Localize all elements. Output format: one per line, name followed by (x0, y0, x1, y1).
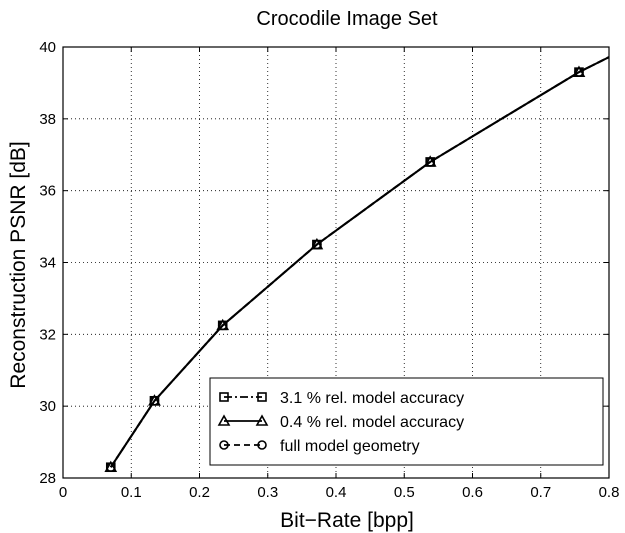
x-tick-label: 0.3 (257, 484, 278, 501)
legend-marker (217, 414, 231, 426)
x-tick-label: 0.6 (462, 484, 483, 501)
legend-item: 0.4 % rel. model accuracy (217, 414, 464, 431)
data-point (574, 67, 584, 77)
x-axis-label: Bit−Rate [bpp] (280, 509, 414, 532)
series-group (104, 56, 610, 473)
x-tick-label: 0.7 (530, 484, 551, 501)
data-point (312, 239, 322, 250)
y-tick-label: 30 (39, 398, 56, 415)
y-tick-label: 40 (39, 39, 56, 56)
legend-label: 3.1 % rel. model accuracy (280, 390, 464, 407)
legend-marker (255, 414, 269, 426)
y-tick-label: 28 (39, 470, 56, 487)
chart-title: Crocodile Image Set (256, 8, 438, 30)
x-tick-label: 0.4 (326, 484, 347, 501)
x-tick-label: 0.5 (394, 484, 415, 501)
y-tick-label: 38 (39, 111, 56, 128)
data-point (105, 462, 116, 473)
legend: 3.1 % rel. model accuracy 0.4 % rel. mode… (209, 377, 604, 466)
legend-marker (219, 440, 229, 450)
axis-ticks: 0 0.1 0.2 0.3 0.4 0.5 0.6 0.7 0.8 28 30 32 34 36 38 40 (39, 39, 619, 501)
legend-marker (257, 440, 267, 450)
legend-marker (257, 392, 267, 402)
legend-label: full model geometry (280, 438, 420, 455)
data-point (425, 157, 435, 167)
series-3 (105, 56, 610, 473)
y-tick-label: 36 (39, 183, 56, 200)
legend-item: 3.1 % rel. model accuracy (219, 390, 464, 407)
x-tick-label: 0 (59, 484, 67, 501)
y-axis-label: Reconstruction PSNR [dB] (7, 141, 30, 388)
x-tick-label: 0.1 (121, 484, 142, 501)
legend-marker (219, 392, 229, 402)
legend-box (209, 377, 604, 466)
data-point (217, 320, 228, 331)
y-tick-label: 34 (39, 255, 56, 272)
legend-label: 0.4 % rel. model accuracy (280, 414, 464, 431)
series-line (109, 56, 610, 468)
data-point (149, 395, 160, 406)
y-tick-label: 32 (39, 326, 56, 343)
plot-frame (62, 46, 610, 479)
x-tick-label: 0.8 (599, 484, 620, 501)
x-tick-label: 0.2 (189, 484, 210, 501)
legend-item: full model geometry (219, 438, 420, 455)
